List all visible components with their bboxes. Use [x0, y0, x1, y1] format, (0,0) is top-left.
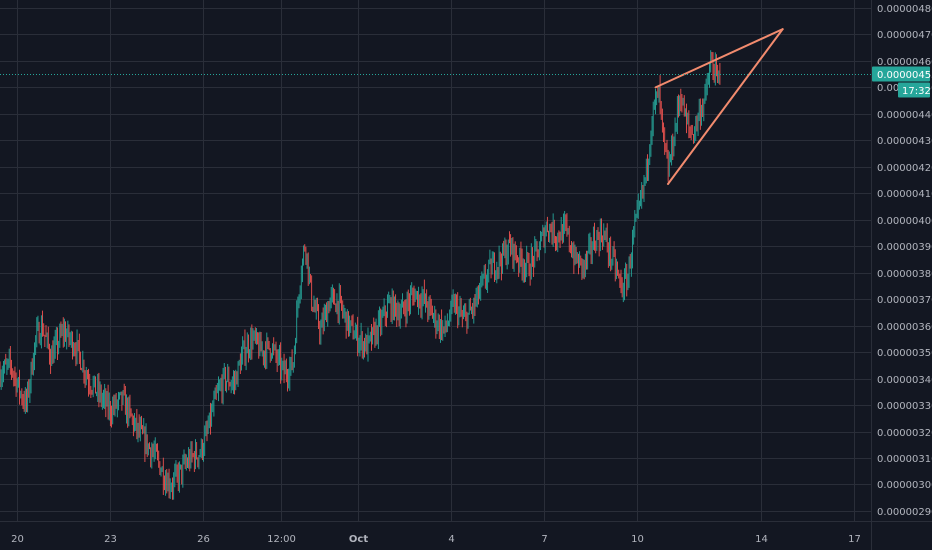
time-tick-label: Oct [349, 534, 368, 545]
price-tick-label: 0.00000400 [877, 216, 932, 227]
price-tick-label: 0.00000460 [877, 57, 932, 68]
price-tick-label: 0.00000340 [877, 375, 932, 386]
price-tick-label: 0.00000320 [877, 428, 932, 439]
price-tick-label: 0.00000380 [877, 269, 932, 280]
chart-grid [0, 0, 871, 521]
time-tick-label: 10 [631, 534, 644, 545]
time-axis[interactable]: 20 23 26 12:00 Oct 4 7 10 14 17 [11, 534, 861, 545]
last-price-label: 0.00000455 [877, 70, 932, 81]
time-tick-label: 17 [848, 534, 861, 545]
price-tick-label: 0.00000410 [877, 189, 932, 200]
price-tick-label: 0.00000390 [877, 242, 932, 253]
bar-countdown-bg [898, 82, 930, 98]
time-tick-label: 12:00 [267, 534, 296, 545]
price-tick-label: 0.00000310 [877, 454, 932, 465]
last-price-badge-bg [872, 66, 930, 82]
price-tick-label: 0.00000470 [877, 30, 932, 41]
price-tick-label: 0.00000330 [877, 401, 932, 412]
price-tick-label: 0.00000420 [877, 163, 932, 174]
price-tick-label: 0.00000350 [877, 348, 932, 359]
price-tick-label: 0.00000480 [877, 4, 932, 15]
price-tick-label: 0.00000300 [877, 480, 932, 491]
bar-countdown-badge: 17:32 [898, 82, 931, 98]
last-price-badge: 0.00000455 [872, 66, 932, 82]
price-tick-label: 0.00000290 [877, 507, 932, 518]
price-tick-label: 0.00000370 [877, 295, 932, 306]
time-tick-label: 20 [11, 534, 24, 545]
price-tick-label: 0.00000440 [877, 110, 932, 121]
rising-wedge-upper-line[interactable] [654, 28, 784, 89]
price-axis[interactable]: 0.00000290 0.00000300 0.00000310 0.00000320… [877, 4, 932, 518]
time-tick-label: 4 [448, 534, 454, 545]
time-tick-label: 23 [104, 534, 117, 545]
rising-wedge-lower-line[interactable] [666, 28, 784, 185]
bar-countdown-label: 17:32 [902, 86, 931, 97]
wedge-pattern[interactable] [654, 28, 784, 185]
time-tick-label: 26 [197, 534, 210, 545]
price-tick-label: 0.00000430 [877, 136, 932, 147]
time-tick-label: 7 [541, 534, 547, 545]
time-tick-label: 14 [755, 534, 768, 545]
price-tick-label: 0.00000360 [877, 322, 932, 333]
candles [0, 50, 721, 500]
